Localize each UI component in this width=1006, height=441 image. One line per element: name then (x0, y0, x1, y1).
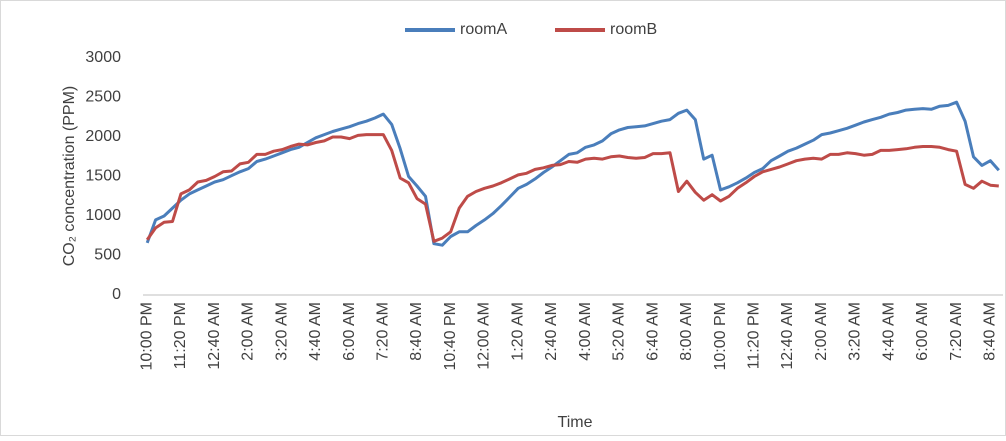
legend-label: roomB (610, 21, 657, 38)
x-tick-label: 2:00 AM (813, 302, 830, 361)
y-tick-label: 1000 (85, 207, 121, 224)
x-tick-label: 5:20 AM (611, 302, 628, 361)
x-tick-label: 10:40 PM (442, 302, 459, 370)
x-tick-label: 3:20 AM (273, 302, 290, 361)
y-tick-label: 500 (94, 247, 121, 264)
x-tick-label: 12:00 AM (476, 302, 493, 370)
y-tick-label: 0 (112, 286, 121, 303)
legend-label: roomA (460, 21, 507, 38)
y-tick-label: 1500 (85, 168, 121, 185)
series-line (145, 133, 999, 243)
x-tick-label: 3:20 AM (847, 302, 864, 361)
x-tick-label: 4:00 AM (577, 302, 594, 361)
x-tick-label: 2:40 AM (543, 302, 560, 361)
x-tick-label: 4:40 AM (307, 302, 324, 361)
x-tick-label: 12:40 AM (206, 302, 223, 370)
series-line (145, 100, 1000, 247)
x-tick-label: 7:20 AM (375, 302, 392, 361)
x-tick-label: 4:40 AM (880, 302, 897, 361)
x-tick-label: 2:00 AM (240, 302, 257, 361)
y-tick-label: 2000 (85, 128, 121, 145)
x-tick-label: 1:20 AM (509, 302, 526, 361)
x-tick-label: 6:00 AM (914, 302, 931, 361)
x-tick-label: 10:00 PM (138, 302, 155, 370)
x-tick-label: 6:00 AM (341, 302, 358, 361)
x-tick-label: 12:40 AM (779, 302, 796, 370)
y-tick-label: 2500 (85, 89, 121, 106)
x-tick-label: 8:40 AM (408, 302, 425, 361)
x-tick-label: 8:40 AM (982, 302, 999, 361)
x-tick-label: 6:40 AM (644, 302, 661, 361)
y-tick-label: 3000 (85, 49, 121, 66)
x-tick-label: 10:00 PM (712, 302, 729, 370)
x-tick-label: 7:20 AM (948, 302, 965, 361)
x-tick-label: 11:20 PM (745, 302, 762, 369)
x-tick-label: 11:20 PM (172, 302, 189, 369)
x-tick-label: 8:00 AM (678, 302, 695, 361)
y-axis-title: CO₂ concentration (PPM) (61, 86, 78, 267)
x-axis-title: Time (558, 414, 593, 431)
